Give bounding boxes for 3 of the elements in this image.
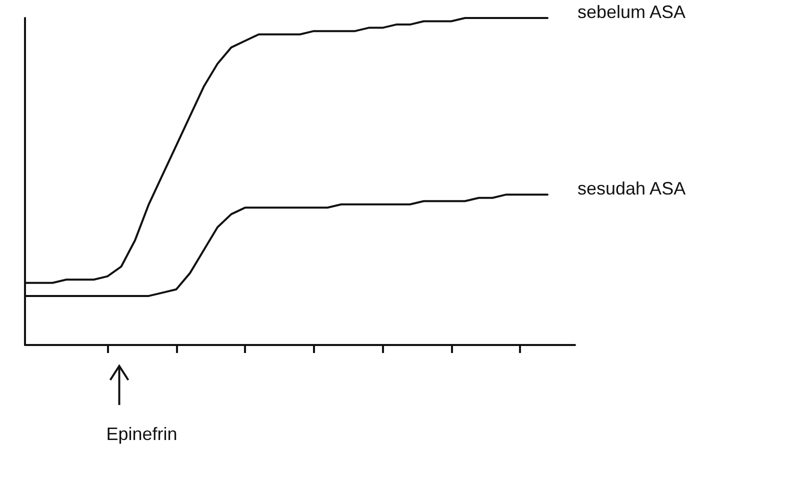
text: Epinefrin — [106, 424, 178, 444]
series-label: sebelum ASA — [578, 2, 686, 22]
series-label: sesudah ASA — [578, 178, 686, 199]
